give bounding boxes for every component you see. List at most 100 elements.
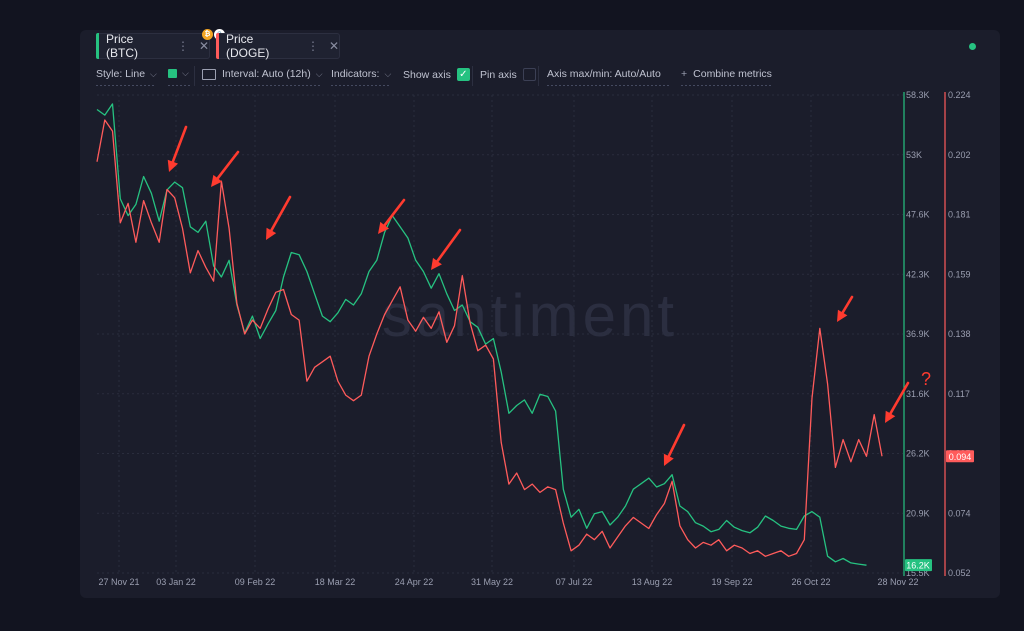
doge-tick-label: 0.117 [948, 389, 970, 399]
combine-metrics-label: Combine metrics [693, 68, 772, 80]
x-tick-label: 31 May 22 [471, 577, 513, 587]
axes: 58.3K 0.224 53K 0.202 47.6K 0.181 42.3K 0.159 36… [98, 90, 974, 587]
doge-tick-label: 0.138 [948, 329, 971, 339]
annotation-arrow [433, 228, 462, 267]
question-annotation: ? [921, 369, 931, 389]
combine-metrics-button[interactable]: + Combine metrics [681, 68, 772, 80]
btc-tick-label: 31.6K [906, 389, 930, 399]
btc-tick-label: 58.3K [906, 90, 930, 100]
annotation-arrowhead [663, 453, 674, 466]
underline [681, 85, 773, 86]
tab-color-bar [216, 33, 219, 59]
annotation-arrowhead [266, 227, 277, 240]
annotation-arrow [212, 150, 240, 185]
color-swatch [168, 69, 177, 78]
grid [97, 94, 903, 574]
pin-axis-label: Pin axis [480, 68, 517, 81]
calendar-icon [202, 68, 216, 80]
tab-label: Price (BTC) [106, 32, 138, 60]
chevron-down-icon: ⌵ [182, 68, 189, 78]
axis-maxmin-label: Axis max/min: Auto/Auto [547, 68, 661, 80]
plus-icon: + [681, 68, 688, 80]
indicators-select[interactable]: Indicators: ⌵ [331, 68, 391, 80]
doge-price-line [96, 119, 883, 557]
show-axis-label: Show axis [403, 68, 451, 81]
x-tick-label: 27 Nov 21 [98, 577, 139, 587]
annotation-arrow [169, 125, 188, 168]
annotation-arrowhead [378, 221, 390, 234]
underline [202, 85, 320, 86]
tab-price-doge[interactable]: Price (DOGE) ⋮ ✕ [216, 32, 340, 60]
axis-maxmin-select[interactable]: Axis max/min: Auto/Auto [547, 68, 661, 80]
btc-tick-label: 42.3K [906, 269, 930, 279]
x-tick-label: 18 Mar 22 [315, 577, 356, 587]
interval-label: Interval: Auto (12h) [222, 68, 311, 80]
doge-tick-label: 0.074 [948, 508, 971, 518]
underline [547, 85, 669, 86]
tab-menu-icon[interactable]: ⋮ [176, 39, 189, 53]
btc-tick-label: 47.6K [906, 210, 930, 220]
checkbox-checked-icon[interactable]: ✓ [456, 68, 470, 81]
btc-current-label: 16.2K [906, 561, 930, 571]
annotation-arrowhead [431, 257, 442, 270]
chevron-down-icon: ⌵ [150, 68, 157, 79]
x-tick-label: 19 Sep 22 [711, 577, 752, 587]
status-indicator [969, 43, 976, 50]
divider [194, 66, 195, 86]
doge-tick-label: 0.052 [948, 568, 971, 578]
underline [331, 85, 391, 86]
divider [538, 66, 539, 86]
annotation-arrow [886, 381, 910, 420]
underline [168, 85, 192, 86]
x-tick-label: 13 Aug 22 [632, 577, 673, 587]
btc-tick-label: 53K [906, 150, 922, 160]
tab-price-btc[interactable]: Price (BTC) ⋮ ✕ [96, 32, 210, 60]
doge-tick-label: 0.224 [948, 90, 971, 100]
bitcoin-badge-icon: ₿ [202, 29, 213, 40]
doge-tick-label: 0.202 [948, 150, 971, 160]
doge-current-badge [946, 450, 974, 463]
btc-current-badge [905, 559, 932, 572]
btc-price-line [96, 103, 867, 566]
tab-label: Price (DOGE) [226, 32, 270, 60]
btc-tick-label: 36.9K [906, 329, 930, 339]
style-select[interactable]: Style: Line ⌵ [96, 68, 157, 80]
x-tick-label: 03 Jan 22 [156, 577, 196, 587]
x-tick-label: 24 Apr 22 [395, 577, 434, 587]
x-tick-label: 28 Nov 22 [877, 577, 918, 587]
annotation-arrow [665, 423, 686, 463]
annotation-arrowhead [837, 309, 848, 322]
doge-current-label: 0.094 [949, 452, 972, 462]
chart-panel [80, 30, 1000, 598]
series-lines [96, 103, 883, 566]
doge-tick-label: 0.181 [948, 210, 971, 220]
x-tick-label: 07 Jul 22 [556, 577, 593, 587]
close-icon[interactable]: ✕ [198, 39, 209, 53]
divider [472, 66, 473, 86]
chevron-down-icon: ⌵ [315, 68, 323, 79]
annotation-arrowhead [167, 159, 179, 172]
btc-tick-label: 26.2K [906, 449, 930, 459]
x-tick-label: 09 Feb 22 [235, 577, 276, 587]
chart-toolbar: Style: Line ⌵ ⌵ Interval: Auto (12h) ⌵ Ind… [96, 66, 896, 86]
checkbox-empty-icon[interactable] [522, 68, 536, 81]
interval-select[interactable]: Interval: Auto (12h) ⌵ [202, 68, 323, 80]
x-tick-label: 26 Oct 22 [791, 577, 830, 587]
annotation-arrows [167, 125, 910, 466]
show-axis-toggle[interactable]: Show axis ✓ [403, 68, 470, 81]
color-select[interactable]: ⌵ [168, 68, 189, 79]
indicators-label: Indicators: [331, 68, 380, 80]
btc-tick-label: 15.5K [906, 568, 930, 578]
doge-tick-label: 0.159 [948, 269, 971, 279]
chevron-down-icon: ⌵ [384, 68, 392, 79]
annotation-arrowhead [211, 174, 223, 187]
pin-axis-toggle[interactable]: Pin axis [480, 68, 536, 81]
tab-menu-icon[interactable]: ⋮ [306, 39, 319, 53]
btc-tick-label: 20.9K [906, 508, 930, 518]
style-label: Style: Line [96, 68, 146, 80]
underline [96, 85, 156, 86]
watermark: santiment [382, 282, 678, 349]
annotation-arrow [267, 195, 292, 237]
close-icon[interactable]: ✕ [328, 39, 339, 53]
